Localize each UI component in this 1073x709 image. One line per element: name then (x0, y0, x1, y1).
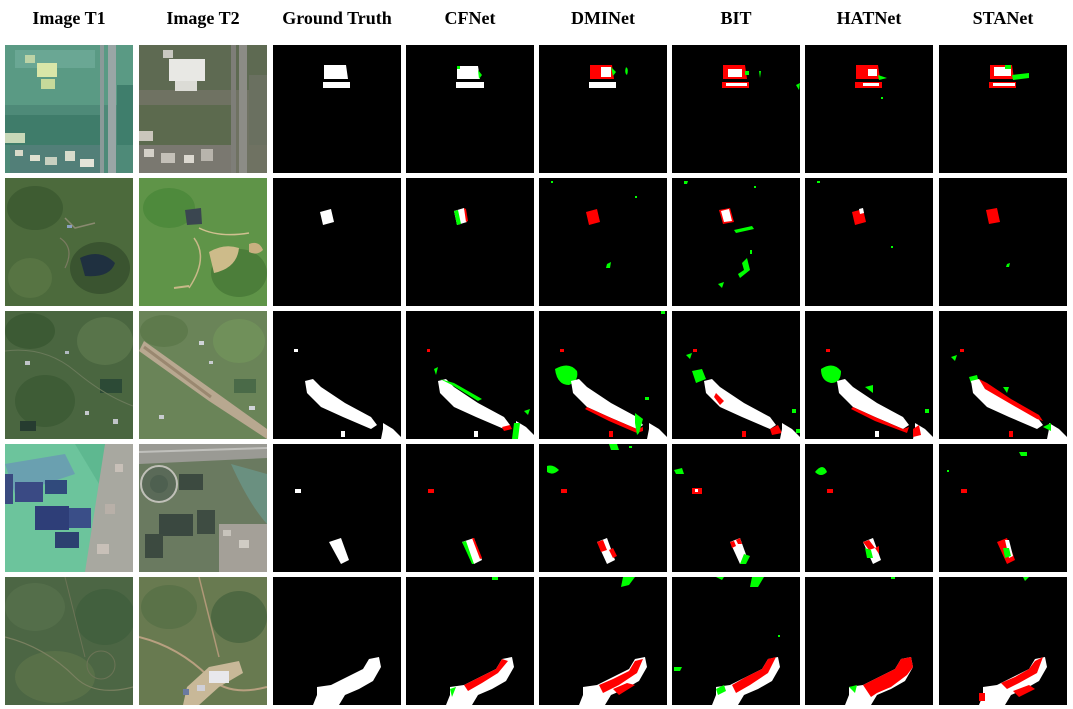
row4-dminet (539, 444, 667, 572)
row4-bit (672, 444, 800, 572)
row2-dminet (539, 178, 667, 306)
row1-dminet (539, 45, 667, 173)
row2-ground-truth (273, 178, 401, 306)
row3-bit (672, 311, 800, 439)
row3-hatnet (805, 311, 933, 439)
row2-stanet (939, 178, 1067, 306)
row5-hatnet (805, 577, 933, 705)
row5-dminet (539, 577, 667, 705)
row5-cfnet (406, 577, 534, 705)
column-header-bit: BIT (720, 8, 752, 28)
row5-ground-truth (273, 577, 401, 705)
row4-image-t2 (139, 444, 267, 572)
column-header-cfnet: CFNet (444, 8, 496, 28)
row4-hatnet (805, 444, 933, 572)
row1-image-t1 (5, 45, 133, 173)
row4-ground-truth (273, 444, 401, 572)
row3-image-t2 (139, 311, 267, 439)
row1-hatnet (805, 45, 933, 173)
row3-stanet (939, 311, 1067, 439)
column-header-dminet: DMINet (571, 8, 635, 28)
row3-dminet (539, 311, 667, 439)
row5-image-t2 (139, 577, 267, 705)
row2-image-t1 (5, 178, 133, 306)
row4-image-t1 (5, 444, 133, 572)
column-header-image-t2: Image T2 (166, 8, 240, 28)
column-header-hatnet: HATNet (836, 8, 902, 28)
row2-image-t2 (139, 178, 267, 306)
row4-cfnet (406, 444, 534, 572)
row1-stanet (939, 45, 1067, 173)
row5-image-t1 (5, 577, 133, 705)
row3-ground-truth (273, 311, 401, 439)
row2-hatnet (805, 178, 933, 306)
row2-bit (672, 178, 800, 306)
row1-cfnet (406, 45, 534, 173)
row3-cfnet (406, 311, 534, 439)
column-header-image-t1: Image T1 (32, 8, 106, 28)
row5-stanet (939, 577, 1067, 705)
column-header-stanet: STANet (972, 8, 1034, 28)
row3-image-t1 (5, 311, 133, 439)
row1-bit (672, 45, 800, 173)
row1-ground-truth (273, 45, 401, 173)
row4-stanet (939, 444, 1067, 572)
row5-bit (672, 577, 800, 705)
row2-cfnet (406, 178, 534, 306)
row1-image-t2 (139, 45, 267, 173)
column-header-ground-truth: Ground Truth (282, 8, 392, 28)
